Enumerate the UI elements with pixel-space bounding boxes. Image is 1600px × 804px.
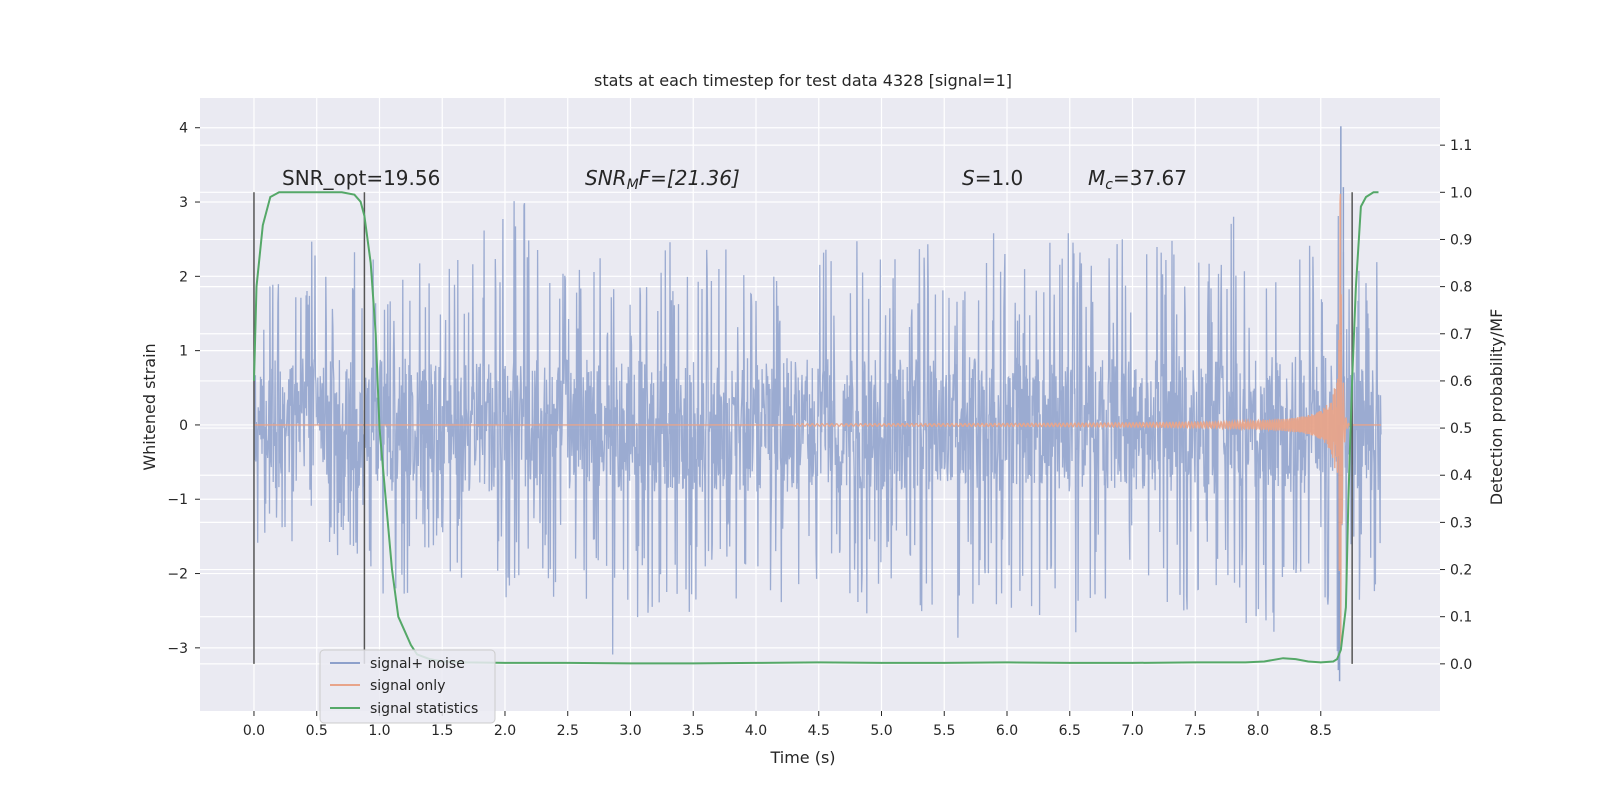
- annotation-snr-mf-main: SNR: [585, 166, 627, 190]
- y-right-tick-label: 0.5: [1450, 421, 1472, 437]
- x-tick-label: 1.0: [368, 723, 390, 739]
- y-right-tick-label: 0.7: [1450, 327, 1472, 343]
- legend-label-signal-plus-noise: signal+ noise: [370, 656, 465, 672]
- x-tick-label: 0.5: [306, 723, 328, 739]
- x-tick-label: 6.0: [996, 723, 1018, 739]
- x-tick-label: 3.5: [682, 723, 704, 739]
- y-right-tick-label: 0.6: [1450, 374, 1472, 390]
- y-left-tick-label: 0: [179, 418, 188, 434]
- legend-box: [319, 649, 496, 724]
- y-right-tick-label: 0.9: [1450, 232, 1472, 248]
- x-tick-label: 7.5: [1184, 723, 1206, 739]
- noise-trace: [253, 201, 1382, 655]
- x-tick-label: 1.5: [431, 723, 453, 739]
- annotation-mc-sub: c: [1105, 177, 1113, 193]
- y-axis-left-label: Whitened strain: [140, 343, 159, 470]
- y-right-tick-label: 0.3: [1450, 515, 1472, 531]
- y-right-tick-label: 0.2: [1450, 563, 1472, 579]
- annotation-mc-rest: =37.67: [1113, 166, 1187, 190]
- y-right-tick-label: 0.8: [1450, 280, 1472, 296]
- y-left-tick-label: 2: [179, 269, 188, 285]
- annotation-snr-mf-sub: M: [627, 177, 639, 193]
- y-right-tick-label: 1.1: [1450, 138, 1472, 154]
- x-tick-label: 3.0: [619, 723, 641, 739]
- statistics-trace: [253, 191, 1379, 665]
- y-left-tick-label: −1: [167, 492, 188, 508]
- legend-label-signal-statistics: signal statistics: [370, 701, 478, 717]
- x-tick-label: 0.0: [243, 723, 265, 739]
- x-tick-label: 8.0: [1247, 723, 1269, 739]
- x-tick-label: 2.0: [494, 723, 516, 739]
- y-left-tick-label: 3: [179, 195, 188, 211]
- y-left-tick-label: −3: [167, 641, 188, 657]
- y-right-tick-label: 0.0: [1450, 657, 1472, 673]
- annotation-snr-mf-rest: F=[21.36]: [639, 166, 740, 190]
- window-marker-lines: [253, 192, 1353, 664]
- x-tick-label: 7.0: [1121, 723, 1143, 739]
- x-tick-label: 8.5: [1310, 723, 1332, 739]
- chart-title: stats at each timestep for test data 432…: [594, 71, 1012, 90]
- annotation-snr-opt: SNR_opt=19.56: [282, 166, 440, 190]
- chirp-trace: [254, 193, 1381, 647]
- x-tick-label: 6.5: [1059, 723, 1081, 739]
- legend-label-signal-only: signal only: [370, 678, 445, 694]
- annotation-mc-main: M: [1088, 166, 1105, 190]
- y-right-tick-label: 1.0: [1450, 185, 1472, 201]
- annotation-snr-mf: SNRMF=[21.36]: [585, 166, 740, 193]
- x-axis-label: Time (s): [769, 748, 835, 767]
- legend: signal+ noise signal only signal statist…: [319, 649, 496, 724]
- x-tick-label: 5.0: [870, 723, 892, 739]
- x-tick-label: 5.5: [933, 723, 955, 739]
- signal-statistics-series: [253, 191, 1379, 665]
- y-left-tick-label: 4: [179, 121, 188, 137]
- y-right-tick-label: 0.4: [1450, 468, 1472, 484]
- signal-only-series: [254, 193, 1381, 647]
- y-left-tick-label: 1: [179, 344, 188, 360]
- annotation-s-rest: =1.0: [975, 166, 1024, 190]
- x-tick-label: 4.0: [745, 723, 767, 739]
- annotation-s: S=1.0: [962, 166, 1023, 190]
- y-right-tick-label: 0.1: [1450, 610, 1472, 626]
- annotation-s-var: S: [962, 166, 975, 190]
- y-left-tick-label: −2: [167, 567, 188, 583]
- x-tick-label: 4.5: [808, 723, 830, 739]
- axis-ticks: 0.0 0.5 1.0 1.5 2.0 2.5 3.0 3.5 4.0 4.5 5.0 5.5 6.0 6…: [167, 121, 1472, 739]
- x-tick-label: 2.5: [557, 723, 579, 739]
- annotation-mc: Mc=37.67: [1088, 166, 1187, 193]
- y-axis-right-label: Detection probability/MF: [1487, 309, 1506, 506]
